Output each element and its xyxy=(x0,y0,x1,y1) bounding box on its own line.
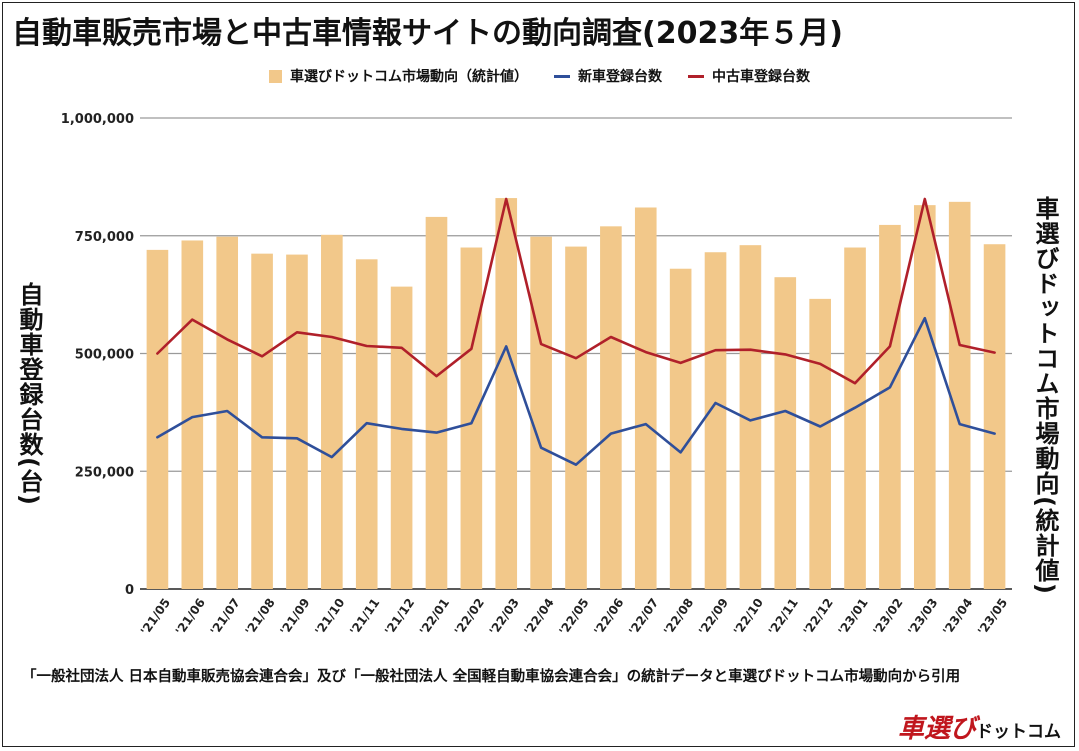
y-tick-label: 500,000 xyxy=(75,348,134,363)
bar xyxy=(844,247,866,589)
x-tick-label: '21/05 xyxy=(138,596,173,638)
x-tick-label: '22/05 xyxy=(556,596,591,638)
x-tick-label: '22/10 xyxy=(731,596,766,638)
x-tick-label: '23/02 xyxy=(870,596,905,638)
legend-label-used-car: 中古車登録台数 xyxy=(712,69,810,85)
bar xyxy=(495,198,518,589)
x-tick-label: '22/09 xyxy=(696,596,731,638)
bar xyxy=(216,236,239,589)
chart-title: 自動車販売市場と中古車情報サイトの動向調査(2023年５月) xyxy=(12,16,843,51)
logo-main-text: 車選び xyxy=(897,714,976,744)
legend-item-new-car: 新車登録台数 xyxy=(554,66,662,86)
bar xyxy=(913,205,936,589)
x-tick-label: '22/12 xyxy=(801,596,836,638)
x-tick-label: '22/04 xyxy=(522,596,557,638)
x-tick-label: '22/07 xyxy=(626,596,661,638)
x-tick-label: '21/06 xyxy=(173,596,208,638)
bar xyxy=(983,244,1006,589)
bar xyxy=(600,226,622,589)
bar xyxy=(879,224,901,590)
x-tick-label: '22/01 xyxy=(417,596,452,638)
legend-item-used-car: 中古車登録台数 xyxy=(688,66,810,86)
bar xyxy=(634,207,657,590)
bar xyxy=(425,216,448,589)
new-car-line xyxy=(156,316,996,467)
bar xyxy=(948,201,971,589)
source-note: 「一般社団法人 日本自動車販売協会連合会」及び「一般社団法人 全国軽自動車協会連… xyxy=(22,669,961,685)
x-tick-label: '23/05 xyxy=(975,596,1010,638)
x-tick-label: '21/12 xyxy=(382,596,417,638)
brand-logo: 車選びドットコム xyxy=(898,708,1061,745)
x-tick-label: '22/03 xyxy=(487,596,522,638)
y-tick-label: 1,000,000 xyxy=(61,112,134,127)
legend-item-bars: 車選びドットコム市場動向（統計値） xyxy=(269,66,528,86)
legend: 車選びドットコム市場動向（統計値） 新車登録台数 中古車登録台数 xyxy=(0,66,1079,86)
x-tick-label: '21/09 xyxy=(277,596,312,638)
used-car-line xyxy=(156,197,996,385)
y-axis-left-title: 自動車登録台数(台) xyxy=(15,282,43,506)
y-tick-label: 750,000 xyxy=(75,230,134,245)
bar xyxy=(669,268,692,589)
legend-label-bars: 車選びドットコム市場動向（統計値） xyxy=(290,69,528,85)
x-tick-label: '22/11 xyxy=(766,596,801,638)
x-tick-label: '21/07 xyxy=(208,596,243,638)
bar xyxy=(704,252,727,590)
x-tick-label: '23/04 xyxy=(940,596,975,638)
bar xyxy=(460,247,483,589)
legend-swatch-used-car xyxy=(688,74,704,78)
bar xyxy=(809,298,831,589)
legend-swatch-new-car xyxy=(554,74,570,78)
x-tick-label: '22/06 xyxy=(591,596,626,638)
y-tick-label: 250,000 xyxy=(75,465,134,480)
bar xyxy=(146,249,169,589)
bar xyxy=(286,254,308,589)
bar xyxy=(251,253,273,589)
x-tick-label: '23/01 xyxy=(835,596,870,638)
y-axis-right-title: 車選びドットコム市場動向(統計値) xyxy=(1031,196,1059,595)
bar xyxy=(181,240,204,589)
x-tick-label: '22/08 xyxy=(661,596,696,638)
x-tick-label: '21/11 xyxy=(347,596,382,638)
bar xyxy=(390,286,413,589)
bar xyxy=(739,245,762,590)
x-tick-label: '23/03 xyxy=(905,596,940,638)
x-tick-label: '21/10 xyxy=(312,596,347,638)
legend-swatch-bars xyxy=(269,69,282,83)
bar xyxy=(530,236,552,589)
y-tick-label: 0 xyxy=(125,583,134,598)
bar xyxy=(565,246,587,589)
x-tick-label: '22/02 xyxy=(452,596,487,638)
legend-label-new-car: 新車登録台数 xyxy=(578,69,662,85)
x-tick-label: '21/08 xyxy=(242,596,277,638)
logo-sub-text: ドットコム xyxy=(976,722,1061,742)
bar xyxy=(321,234,343,590)
bar xyxy=(774,277,797,589)
